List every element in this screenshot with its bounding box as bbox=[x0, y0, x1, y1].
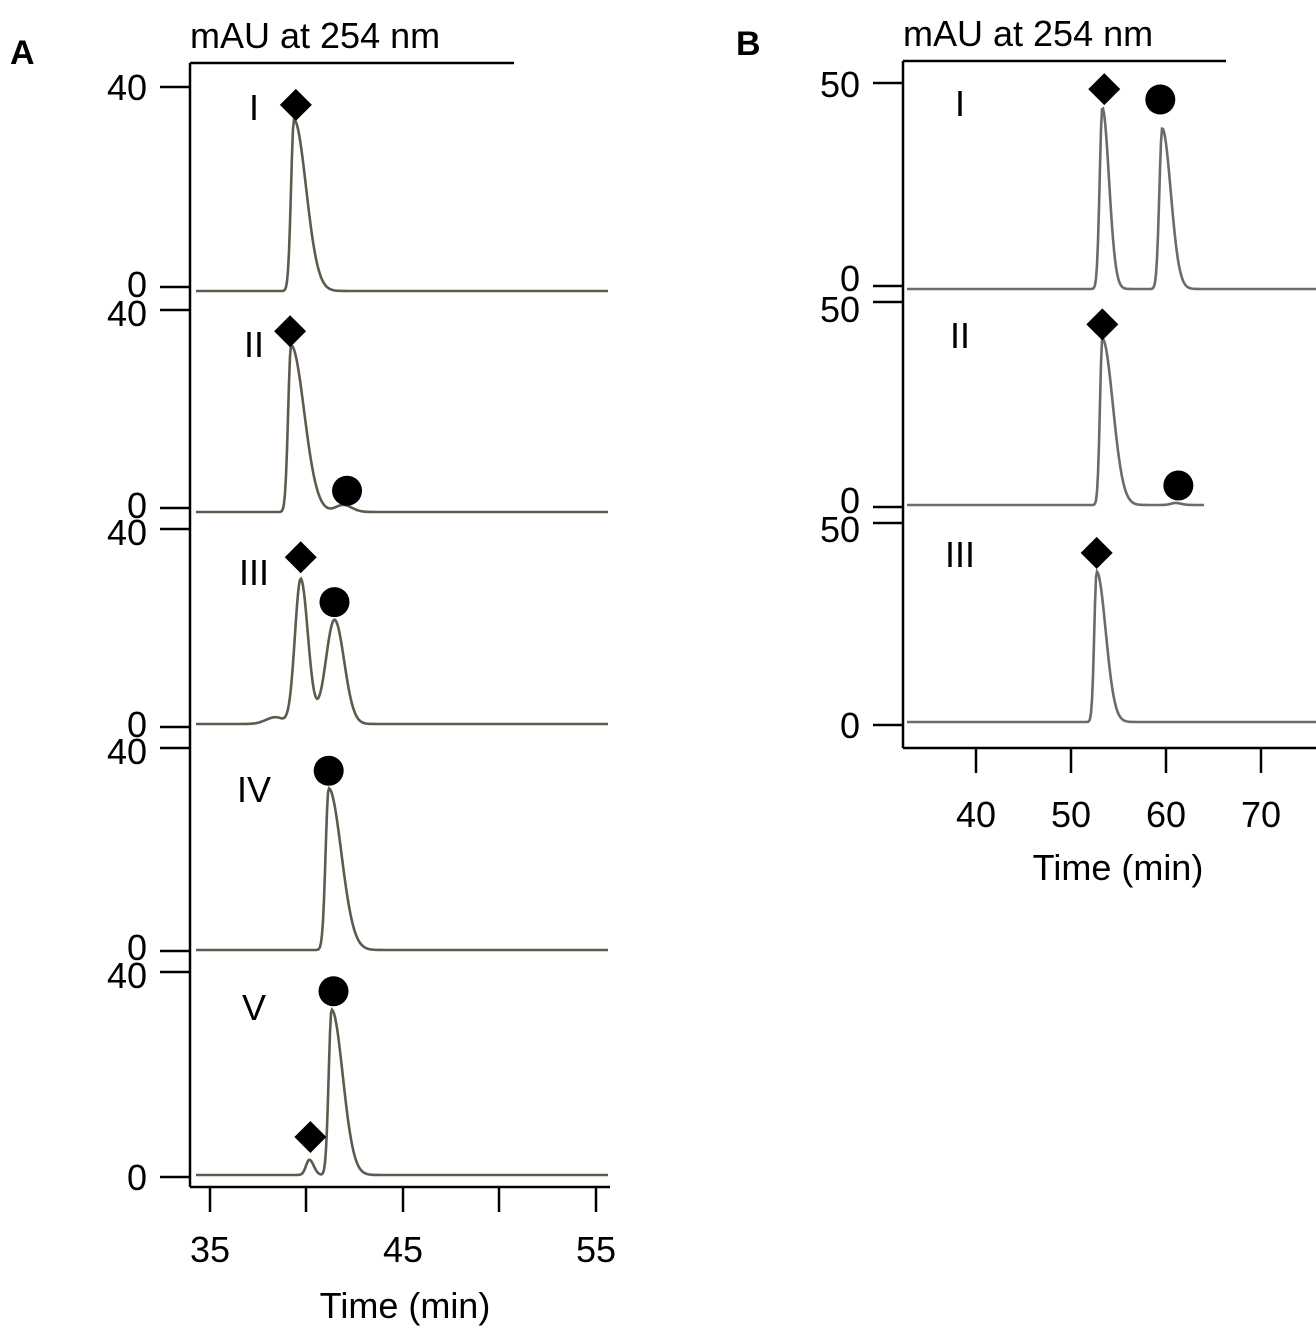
panel-a-trace-label: IV bbox=[237, 769, 271, 810]
panel-b-y-tick-label: 0 bbox=[840, 480, 860, 521]
panel-a: A mAU at 254 nm 35 45 55 Time (min) 40 0… bbox=[10, 15, 616, 1326]
panel-a-trace-label: II bbox=[244, 324, 264, 365]
panel-a-diamond-marker bbox=[284, 541, 317, 574]
panel-a-trace-label: V bbox=[242, 987, 266, 1028]
panel-a-trace-line bbox=[196, 576, 608, 726]
panel-a-traces bbox=[196, 88, 608, 1177]
panel-b-diamond-marker bbox=[1088, 73, 1121, 106]
panel-a-circle-marker bbox=[318, 976, 349, 1007]
panel-a-y-tick-label: 40 bbox=[107, 731, 147, 772]
panel-a-y-tick-label: 0 bbox=[127, 927, 147, 968]
panel-a-diamond-marker bbox=[274, 315, 307, 348]
panel-a-circle-marker bbox=[332, 475, 363, 506]
panel-a-x-axis-title: Time (min) bbox=[320, 1285, 491, 1326]
panel-a-trace-line bbox=[196, 786, 608, 952]
panel-b-trace-label: III bbox=[945, 534, 975, 575]
panel-b-x-tick-label: 60 bbox=[1146, 794, 1186, 835]
panel-b-letter: B bbox=[736, 25, 761, 63]
panel-a-trace-label: I bbox=[249, 87, 259, 128]
panel-a-letter: A bbox=[10, 34, 35, 72]
panel-a-y-tick-label: 0 bbox=[127, 485, 147, 526]
panel-a-trace-line bbox=[196, 1006, 608, 1177]
panel-a-x-tick-label: 55 bbox=[576, 1229, 616, 1270]
panel-a-trace-line bbox=[196, 343, 608, 514]
panel-b-trace-label: I bbox=[955, 83, 965, 124]
panel-a-y-tick-label: 40 bbox=[107, 512, 147, 553]
panel-a-y-tick-label: 0 bbox=[127, 704, 147, 745]
panel-a-circle-marker bbox=[319, 587, 350, 618]
panel-a-y-tick-label: 0 bbox=[127, 1157, 147, 1198]
panel-b-trace-line bbox=[907, 106, 1316, 291]
panel-a-y-tick-label: 40 bbox=[107, 67, 147, 108]
panel-b-circle-marker bbox=[1163, 470, 1194, 501]
panel-b-diamond-marker bbox=[1080, 536, 1113, 569]
panel-a-trace-label: III bbox=[239, 552, 269, 593]
panel-a-diamond-marker bbox=[294, 1120, 327, 1153]
panel-b-y-tick-label: 50 bbox=[820, 509, 860, 550]
panel-a-circle-marker bbox=[313, 755, 344, 786]
panel-b-traces bbox=[907, 73, 1316, 724]
panel-a-x-tick-label: 45 bbox=[383, 1229, 423, 1270]
panel-b-y-tick-label: 50 bbox=[820, 289, 860, 330]
panel-b-trace-line bbox=[907, 336, 1204, 507]
panel-b-y-tick-label: 0 bbox=[840, 705, 860, 746]
panel-b: B mAU at 254 nm 40 50 60 70 Time (min) 5… bbox=[736, 13, 1316, 888]
panel-b-x-tick-label: 70 bbox=[1241, 794, 1281, 835]
panel-b-y-tick-label: 50 bbox=[820, 64, 860, 105]
panel-b-trace-line bbox=[907, 568, 1316, 724]
panel-a-x-tick-label: 35 bbox=[190, 1229, 230, 1270]
panel-b-diamond-marker bbox=[1086, 308, 1119, 341]
panel-a-unit-label: mAU at 254 nm bbox=[190, 15, 440, 56]
panel-b-x-tick-label: 40 bbox=[956, 794, 996, 835]
panel-a-diamond-marker bbox=[279, 88, 312, 121]
panel-b-y-tick-label: 0 bbox=[840, 258, 860, 299]
panel-b-x-tick-label: 50 bbox=[1051, 794, 1091, 835]
panel-a-y-tick-label: 40 bbox=[107, 293, 147, 334]
panel-a-y-tick-label: 40 bbox=[107, 955, 147, 996]
panel-b-unit-label: mAU at 254 nm bbox=[903, 13, 1153, 54]
panel-a-y-tick-label: 0 bbox=[127, 264, 147, 305]
panel-a-trace-line bbox=[196, 117, 608, 293]
panel-b-x-axis-title: Time (min) bbox=[1033, 847, 1204, 888]
panel-b-trace-label: II bbox=[950, 315, 970, 356]
panel-b-circle-marker bbox=[1145, 84, 1176, 115]
